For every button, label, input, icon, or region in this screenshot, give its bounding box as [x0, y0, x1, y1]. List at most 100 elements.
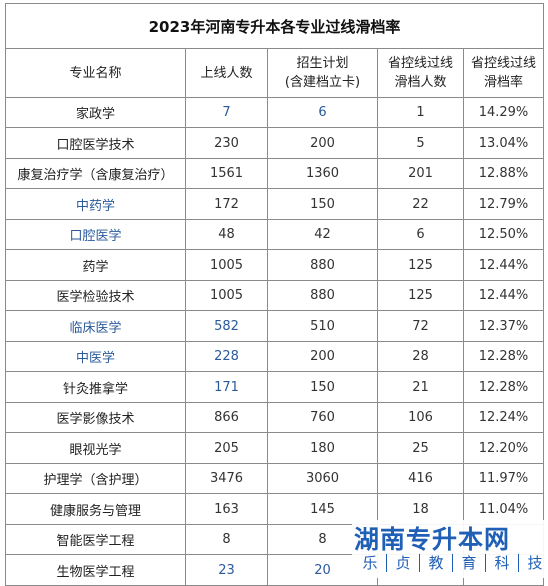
- cell-plan-count: 1360: [267, 158, 378, 189]
- watermark-char: 育: [453, 554, 486, 572]
- cell-major: 临床医学: [5, 310, 186, 342]
- watermark-char: 科: [486, 554, 519, 572]
- cell-online-count: 1005: [185, 249, 268, 281]
- watermark-char: 乐: [354, 554, 387, 572]
- table-title: 2023年河南专升本各专业过线滑档率: [4, 3, 545, 49]
- cell-online-count: 3476: [185, 463, 268, 494]
- table-row: 中医学 228 200 28 12.28%: [5, 341, 545, 372]
- table-row: 护理学（含护理） 3476 3060 416 11.97%: [5, 463, 545, 494]
- cell-major: 智能医学工程: [5, 524, 186, 555]
- cell-slip-count: 5: [377, 127, 464, 159]
- table-row: 针灸推拿学 171 150 21 12.28%: [5, 371, 545, 403]
- slip-rate-table: 2023年河南专升本各专业过线滑档率 专业名称 上线人数 招生计划 (含建档立卡)…: [4, 3, 545, 586]
- watermark-char: 技: [527, 554, 543, 572]
- table-row: 药学 1005 880 125 12.44%: [5, 249, 545, 281]
- cell-slip-rate: 12.88%: [462, 158, 545, 189]
- cell-online-count: 1561: [185, 158, 268, 189]
- cell-major: 中医学: [5, 341, 186, 372]
- table-row: 健康服务与管理 163 145 18 11.04%: [5, 493, 545, 525]
- cell-slip-rate: 12.50%: [462, 219, 545, 250]
- table-row: 临床医学 582 510 72 12.37%: [5, 310, 545, 342]
- cell-slip-rate: 12.28%: [462, 341, 545, 372]
- cell-major: 药学: [5, 249, 186, 281]
- cell-major: 中药学: [5, 188, 186, 220]
- cell-online-count: 171: [185, 371, 268, 403]
- cell-major: 针灸推拿学: [5, 371, 186, 403]
- cell-slip-rate: 12.37%: [462, 310, 545, 342]
- cell-plan-count: 180: [267, 432, 378, 464]
- cell-plan-count: 150: [267, 371, 378, 403]
- cell-major: 康复治疗学（含康复治疗）: [5, 158, 186, 189]
- cell-major: 医学影像技术: [5, 402, 186, 433]
- cell-plan-count: 880: [267, 280, 378, 311]
- cell-plan-count: 510: [267, 310, 378, 342]
- cell-online-count: 230: [185, 127, 268, 159]
- header-row: 专业名称 上线人数 招生计划 (含建档立卡) 省控线过线 滑档人数 省控线过线 滑档率: [5, 48, 545, 98]
- cell-online-count: 163: [185, 493, 268, 525]
- cell-online-count: 8: [185, 524, 268, 555]
- brand-watermark: 湖南专升本网 乐 贞 教 育 科 技: [352, 520, 544, 578]
- table-row: 家政学 7 6 1 14.29%: [5, 97, 545, 128]
- cell-slip-rate: 12.20%: [462, 432, 545, 464]
- cell-online-count: 205: [185, 432, 268, 464]
- header-slip-rate: 省控线过线 滑档率: [462, 48, 545, 98]
- cell-online-count: 1005: [185, 280, 268, 311]
- data-table-container: 2023年河南专升本各专业过线滑档率 专业名称 上线人数 招生计划 (含建档立卡)…: [4, 3, 545, 586]
- cell-slip-count: 6: [377, 219, 464, 250]
- cell-slip-rate: 12.24%: [462, 402, 545, 433]
- cell-plan-count: 200: [267, 341, 378, 372]
- cell-plan-count: 760: [267, 402, 378, 433]
- cell-plan-count: 42: [267, 219, 378, 250]
- cell-major: 家政学: [5, 97, 186, 128]
- cell-plan-count: 880: [267, 249, 378, 281]
- header-plan: 招生计划 (含建档立卡): [267, 48, 378, 98]
- cell-major: 眼视光学: [5, 432, 186, 464]
- cell-online-count: 866: [185, 402, 268, 433]
- cell-online-count: 172: [185, 188, 268, 220]
- cell-slip-count: 106: [377, 402, 464, 433]
- cell-slip-rate: 11.97%: [462, 463, 545, 494]
- cell-slip-rate: 12.44%: [462, 280, 545, 311]
- cell-online-count: 48: [185, 219, 268, 250]
- cell-slip-rate: 14.29%: [462, 97, 545, 128]
- cell-slip-rate: 12.79%: [462, 188, 545, 220]
- table-row: 口腔医学 48 42 6 12.50%: [5, 219, 545, 250]
- cell-slip-count: 125: [377, 249, 464, 281]
- watermark-char: 教: [420, 554, 453, 572]
- cell-slip-count: 416: [377, 463, 464, 494]
- cell-slip-rate: 12.28%: [462, 371, 545, 403]
- cell-slip-count: 201: [377, 158, 464, 189]
- cell-slip-count: 28: [377, 341, 464, 372]
- cell-slip-rate: 11.04%: [462, 493, 545, 525]
- cell-major: 医学检验技术: [5, 280, 186, 311]
- table-row: 中药学 172 150 22 12.79%: [5, 188, 545, 220]
- watermark-brand-text: 湖南专升本网: [354, 525, 511, 554]
- table-row: 康复治疗学（含康复治疗） 1561 1360 201 12.88%: [5, 158, 545, 189]
- cell-slip-count: 21: [377, 371, 464, 403]
- cell-plan-count: 150: [267, 188, 378, 220]
- header-slip-count: 省控线过线 滑档人数: [377, 48, 464, 98]
- cell-plan-count: 200: [267, 127, 378, 159]
- cell-online-count: 228: [185, 341, 268, 372]
- cell-slip-count: 1: [377, 97, 464, 128]
- cell-online-count: 7: [185, 97, 268, 128]
- table-row: 医学检验技术 1005 880 125 12.44%: [5, 280, 545, 311]
- cell-major: 口腔医学: [5, 219, 186, 250]
- cell-major: 健康服务与管理: [5, 493, 186, 525]
- cell-slip-count: 125: [377, 280, 464, 311]
- cell-slip-rate: 13.04%: [462, 127, 545, 159]
- cell-plan-count: 3060: [267, 463, 378, 494]
- table-row: 医学影像技术 866 760 106 12.24%: [5, 402, 545, 433]
- cell-online-count: 582: [185, 310, 268, 342]
- table-row: 眼视光学 205 180 25 12.20%: [5, 432, 545, 464]
- cell-slip-count: 72: [377, 310, 464, 342]
- cell-slip-count: 25: [377, 432, 464, 464]
- header-major: 专业名称: [5, 48, 186, 98]
- header-online: 上线人数: [185, 48, 268, 98]
- cell-slip-rate: 12.44%: [462, 249, 545, 281]
- cell-major: 护理学（含护理）: [5, 463, 186, 494]
- cell-slip-count: 18: [377, 493, 464, 525]
- cell-major: 生物医学工程: [5, 554, 186, 586]
- table-row: 口腔医学技术 230 200 5 13.04%: [5, 127, 545, 159]
- watermark-subtitle: 乐 贞 教 育 科 技: [354, 554, 548, 572]
